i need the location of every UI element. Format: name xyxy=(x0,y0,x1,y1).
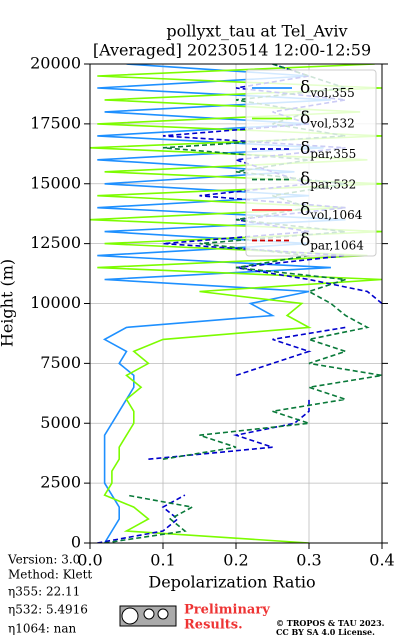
license: CC BY SA 4.0 License. xyxy=(276,627,375,637)
y-tick-label: 20000 xyxy=(30,54,81,73)
legend-label: δvol,355 xyxy=(300,78,355,100)
legend: δvol,355 δvol,532 δpar,355 δpar,532 δvol,106… xyxy=(252,78,364,252)
y-tick-label: 7500 xyxy=(40,353,81,372)
method: Method: Klett xyxy=(8,568,92,582)
legend-label: δpar,532 xyxy=(300,169,356,191)
x-tick-label: 0.4 xyxy=(369,551,394,570)
y-tick-label: 0 xyxy=(71,533,81,552)
preliminary: Results. xyxy=(184,618,243,633)
y-tick-label: 10000 xyxy=(30,293,81,312)
x-tick-label: 0.1 xyxy=(150,551,175,570)
y-tick-label: 5000 xyxy=(40,413,81,432)
y-tick-label: 12500 xyxy=(30,233,81,252)
x-tick-label: 0.0 xyxy=(77,551,102,570)
legend-label: δvol,1064 xyxy=(300,200,363,222)
eta532: η532: 5.4916 xyxy=(8,603,88,617)
data-line xyxy=(90,64,382,543)
eta1064: η1064: nan xyxy=(8,622,76,636)
legend-label: δpar,355 xyxy=(300,139,356,161)
y-tick-label: 15000 xyxy=(30,173,81,192)
legend-label: δpar,1064 xyxy=(300,230,364,252)
footer: Version: 3.0 Method: Klett η355: 22.11 η… xyxy=(7,553,92,636)
x-tick-label: 0.3 xyxy=(296,551,321,570)
y-tick-label: 17500 xyxy=(30,113,81,132)
plot-frame xyxy=(89,63,383,544)
chart-title: pollyxt_tau at Tel_Aviv xyxy=(166,22,347,41)
x-tick-label: 0.2 xyxy=(223,551,248,570)
x-axis-label: Depolarization Ratio xyxy=(148,573,315,592)
copyright: © TROPOS & TAU 2023. xyxy=(276,618,385,628)
version: Version: 3.0 xyxy=(7,553,80,567)
y-axis-label: Height (m) xyxy=(0,259,17,347)
cc-logo xyxy=(119,605,177,627)
chart-subtitle: [Averaged] 20230514 12:00-12:59 xyxy=(93,41,371,60)
eta355: η355: 22.11 xyxy=(8,585,80,599)
data-line xyxy=(97,64,382,543)
preliminary: Preliminary xyxy=(184,603,270,618)
y-tick-label: 2500 xyxy=(40,473,81,492)
legend-label: δvol,532 xyxy=(300,108,355,130)
